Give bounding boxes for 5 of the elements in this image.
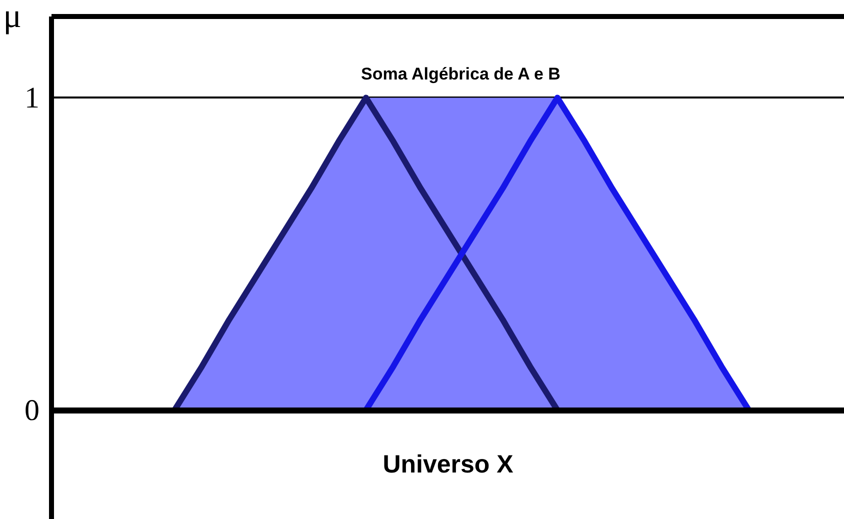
y-tick-label: 0 bbox=[24, 394, 40, 428]
y-tick-label: 1 bbox=[24, 82, 40, 115]
x-axis-title: Universo X bbox=[382, 450, 514, 478]
text: Soma Algébrica de A e B bbox=[361, 64, 560, 84]
y-axis-title: μ bbox=[3, 0, 22, 35]
